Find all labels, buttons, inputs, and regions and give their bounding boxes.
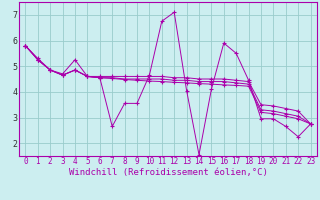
X-axis label: Windchill (Refroidissement éolien,°C): Windchill (Refroidissement éolien,°C) [68, 168, 268, 177]
